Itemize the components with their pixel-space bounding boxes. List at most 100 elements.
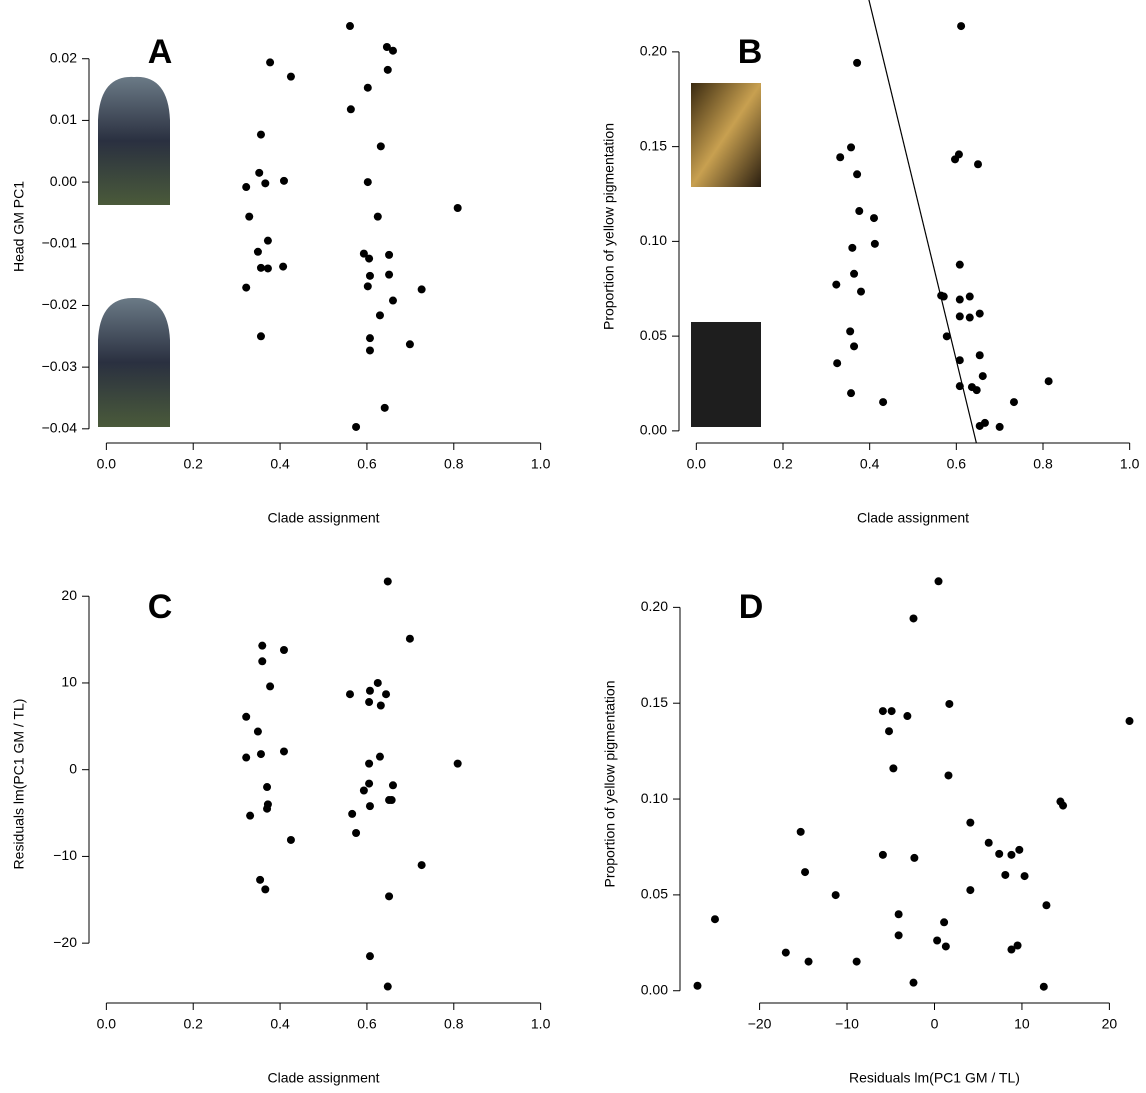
- point: [855, 207, 864, 216]
- head-photo: [98, 297, 170, 427]
- point: [453, 203, 462, 212]
- point: [365, 271, 374, 280]
- x-tick-label: 0.4: [270, 456, 290, 472]
- point: [965, 313, 974, 322]
- x-tick-label: 0.6: [357, 1016, 377, 1032]
- point: [256, 750, 265, 759]
- panel-label: D: [739, 588, 764, 626]
- point: [365, 686, 374, 695]
- point: [781, 948, 790, 957]
- point: [242, 712, 251, 721]
- y-tick-label: 0.15: [641, 694, 668, 710]
- point: [242, 283, 251, 292]
- x-tick-label: 0.6: [357, 456, 377, 472]
- x-tick-label: 1.0: [1120, 456, 1140, 472]
- x-tick-label: −20: [748, 1016, 772, 1032]
- x-tick-label: 0.0: [687, 456, 707, 472]
- point: [957, 22, 966, 31]
- scale-photo: [691, 322, 761, 427]
- point: [832, 280, 841, 289]
- point: [352, 829, 361, 838]
- x-tick-label: 0.2: [183, 1016, 203, 1032]
- y-tick-label: 0.10: [641, 790, 668, 806]
- point: [909, 614, 918, 623]
- y-tick-label: −10: [53, 847, 77, 863]
- point: [383, 982, 392, 991]
- y-tick-label: 0.01: [50, 111, 77, 127]
- point: [933, 936, 942, 945]
- x-axis-title: Residuals lm(PC1 GM / TL): [849, 1070, 1020, 1086]
- y-tick-label: −0.01: [42, 234, 78, 250]
- point: [266, 58, 275, 67]
- point: [346, 105, 355, 114]
- point: [253, 727, 262, 736]
- y-tick-label: 0.02: [50, 49, 77, 65]
- point: [373, 212, 382, 221]
- point: [258, 657, 267, 666]
- point: [380, 403, 389, 412]
- point: [857, 287, 865, 296]
- x-tick-label: 0.8: [444, 456, 464, 472]
- x-tick-label: 20: [1102, 1016, 1118, 1032]
- y-axis-title: Head GM PC1: [11, 181, 27, 272]
- y-tick-label: 0.00: [640, 422, 667, 438]
- x-tick-label: 0.6: [947, 456, 967, 472]
- fit-line: [868, 0, 977, 443]
- point: [365, 952, 374, 961]
- point: [385, 270, 394, 279]
- x-tick-label: 0.8: [1033, 456, 1053, 472]
- point: [833, 359, 842, 368]
- point: [1125, 717, 1134, 726]
- point: [405, 634, 414, 643]
- point: [375, 311, 384, 320]
- point: [995, 849, 1004, 858]
- x-tick-label: 0.2: [183, 456, 203, 472]
- point: [365, 334, 374, 343]
- point: [984, 838, 993, 847]
- point: [850, 342, 859, 351]
- point: [345, 690, 354, 699]
- point: [852, 957, 861, 966]
- point: [1015, 845, 1024, 854]
- y-tick-label: 0.00: [50, 173, 77, 189]
- point: [878, 707, 887, 716]
- point: [944, 771, 953, 780]
- point: [348, 809, 357, 818]
- point: [1039, 982, 1048, 991]
- y-tick-label: 0.20: [640, 43, 667, 59]
- point: [955, 260, 964, 269]
- y-axis-title: Residuals lm(PC1 GM / TL): [11, 699, 27, 870]
- point: [847, 143, 856, 152]
- y-tick-label: −0.02: [42, 296, 78, 312]
- point: [383, 577, 392, 586]
- point: [345, 22, 354, 31]
- y-tick-label: 20: [61, 587, 77, 603]
- y-axis-title: Proportion of yellow pigmentation: [601, 123, 617, 330]
- head-photo: [98, 76, 170, 206]
- x-tick-label: 0.0: [97, 1016, 117, 1032]
- point: [966, 818, 975, 827]
- point: [363, 282, 372, 291]
- point: [359, 249, 368, 258]
- point: [256, 263, 265, 272]
- point: [940, 918, 949, 927]
- point: [894, 910, 903, 919]
- point: [263, 236, 272, 245]
- point: [939, 292, 948, 301]
- x-tick-label: 0.0: [97, 456, 117, 472]
- point: [1009, 398, 1018, 407]
- point: [363, 178, 372, 187]
- point: [365, 802, 374, 811]
- point: [359, 786, 368, 795]
- point: [286, 72, 295, 81]
- point: [955, 295, 964, 304]
- point: [263, 264, 272, 273]
- x-tick-label: 1.0: [531, 456, 551, 472]
- panel-label: C: [148, 588, 173, 626]
- point: [263, 783, 272, 792]
- point: [256, 130, 265, 139]
- point: [253, 247, 262, 256]
- point: [965, 292, 974, 301]
- y-tick-label: 0: [69, 760, 77, 776]
- point: [417, 861, 426, 870]
